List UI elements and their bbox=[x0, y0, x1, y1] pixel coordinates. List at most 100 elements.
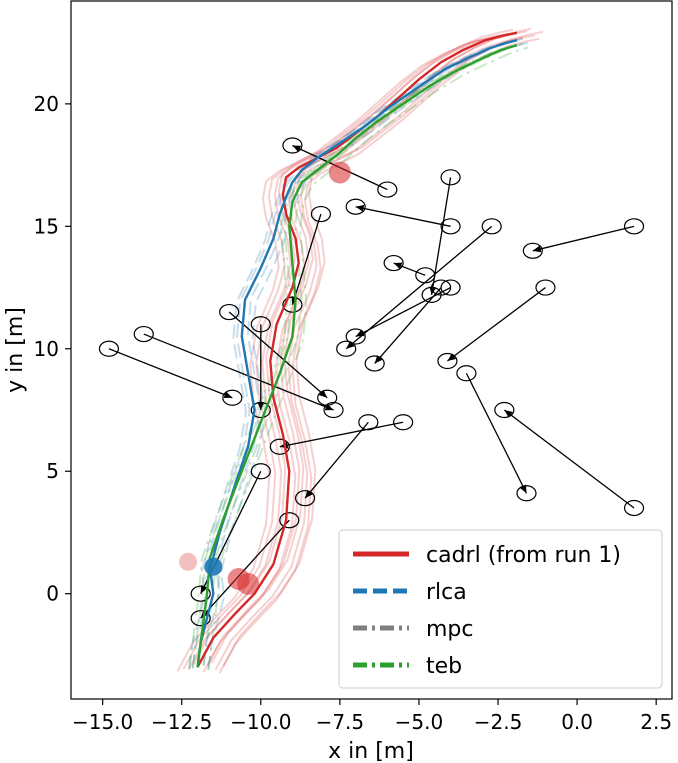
agent-path-line bbox=[465, 372, 528, 494]
series-layer bbox=[179, 31, 518, 668]
y-tick-label: 0 bbox=[46, 582, 59, 606]
x-axis-ticks: −15.0 −12.5 −10.0 −7.5 −5.0 −2.5 0.0 2.5 bbox=[72, 699, 672, 734]
agent-start-marker bbox=[250, 316, 271, 333]
faint-trajectory bbox=[206, 30, 528, 667]
agent-end-marker bbox=[282, 137, 303, 154]
agent-path-line bbox=[279, 421, 404, 448]
series-line bbox=[196, 43, 518, 668]
agent-start-marker bbox=[623, 218, 645, 235]
agent-start-marker bbox=[481, 218, 502, 235]
x-tick-label: 2.5 bbox=[640, 710, 672, 734]
agent-start-marker bbox=[415, 267, 436, 284]
faint-trajectory bbox=[188, 32, 510, 669]
x-tick-label: −12.5 bbox=[151, 710, 212, 734]
agent-end-marker bbox=[336, 340, 357, 357]
faint-trajectory bbox=[176, 35, 498, 672]
agent-start-marker bbox=[133, 325, 154, 343]
x-tick-label: −5.0 bbox=[395, 710, 444, 734]
faint-trajectory bbox=[207, 46, 529, 670]
agent-end-marker bbox=[323, 401, 344, 419]
agent-path-line bbox=[355, 206, 451, 227]
agent-start-marker bbox=[377, 181, 398, 198]
y-tick-label: 10 bbox=[34, 337, 59, 361]
faint-trajectory bbox=[188, 46, 509, 670]
legend-label: cadrl (from run 1) bbox=[426, 543, 621, 568]
agent-start-marker bbox=[310, 205, 331, 223]
x-tick-label: −7.5 bbox=[316, 710, 365, 734]
agent-arrowhead bbox=[532, 245, 542, 253]
agent-path-line bbox=[228, 311, 328, 399]
agent-start-marker bbox=[250, 463, 271, 480]
agent-path-line bbox=[108, 348, 233, 399]
legend-items: cadrl (from run 1) rlca mpc teb bbox=[353, 543, 621, 679]
agent-end-marker bbox=[364, 355, 385, 372]
y-axis-label: y in [m] bbox=[3, 307, 28, 393]
legend-box bbox=[338, 529, 663, 689]
agent-end-marker bbox=[494, 401, 515, 419]
robot-position-marker bbox=[237, 572, 260, 595]
agent-end-marker bbox=[282, 296, 303, 313]
agent-path-line bbox=[200, 519, 290, 619]
series-line bbox=[196, 39, 518, 668]
agent-end-marker bbox=[317, 389, 338, 406]
agent-path-line bbox=[355, 286, 451, 338]
agent-arrowhead bbox=[200, 584, 208, 594]
agent-arrowhead bbox=[393, 262, 403, 270]
agent-start-marker bbox=[535, 279, 556, 296]
agent-start-marker bbox=[456, 365, 477, 382]
agent-path-line bbox=[503, 409, 635, 509]
x-tick-label: −2.5 bbox=[474, 710, 523, 734]
x-tick-label: −10.0 bbox=[230, 710, 291, 734]
faint-trajectory bbox=[182, 33, 504, 670]
robot-position-marker bbox=[328, 161, 351, 184]
faint-trajectory bbox=[202, 42, 524, 666]
agent-end-marker bbox=[516, 485, 537, 502]
faint-trajectory bbox=[210, 27, 532, 664]
agent-start-marker bbox=[440, 218, 461, 235]
agent-path-line bbox=[374, 287, 442, 364]
agent-path-line bbox=[532, 225, 635, 252]
agent-arrowhead bbox=[223, 391, 233, 399]
agent-end-marker bbox=[190, 585, 211, 602]
agent-arrowhead bbox=[355, 204, 365, 212]
agent-end-marker bbox=[437, 352, 458, 370]
agent-arrowhead bbox=[292, 145, 302, 153]
x-tick-label: 0.0 bbox=[561, 710, 593, 734]
agent-arrowhead bbox=[519, 484, 527, 494]
legend: cadrl (from run 1) rlca mpc teb bbox=[338, 529, 663, 689]
agent-end-marker bbox=[222, 389, 243, 406]
plot-frame bbox=[70, 0, 673, 700]
legend-label: mpc bbox=[426, 617, 474, 642]
agent-end-marker bbox=[250, 401, 271, 419]
agent-end-marker bbox=[294, 490, 316, 507]
agent-end-marker bbox=[522, 242, 543, 259]
agent-arrowhead bbox=[346, 340, 355, 349]
y-tick-label: 20 bbox=[34, 92, 59, 116]
agent-arrowhead bbox=[257, 402, 265, 411]
agent-arrowhead bbox=[374, 355, 383, 364]
agent-arrowhead bbox=[318, 389, 328, 398]
legend-label: teb bbox=[426, 654, 462, 679]
agent-end-marker bbox=[190, 610, 211, 627]
x-axis-label: x in [m] bbox=[328, 739, 414, 763]
x-tick-label: −15.0 bbox=[72, 710, 133, 734]
agent-start-marker bbox=[440, 169, 461, 186]
robot-position-marker bbox=[179, 552, 198, 571]
agent-path-line bbox=[143, 333, 334, 411]
agent-end-marker bbox=[269, 438, 290, 455]
faint-trajectory bbox=[218, 37, 540, 674]
agent-start-marker bbox=[219, 303, 240, 321]
agent-end-marker bbox=[383, 254, 404, 272]
agent-arrowhead bbox=[504, 410, 513, 418]
y-tick-label: 15 bbox=[34, 214, 59, 238]
agent-path-line bbox=[291, 213, 322, 305]
robot-position-marker bbox=[204, 557, 223, 576]
agent-start-marker bbox=[430, 279, 452, 296]
faint-trajectory bbox=[191, 45, 513, 669]
agent-path-line bbox=[304, 421, 369, 499]
agent-start-marker bbox=[279, 512, 300, 529]
series-line bbox=[196, 31, 518, 668]
agent-path-line bbox=[447, 287, 546, 362]
agent-start-marker bbox=[393, 414, 414, 431]
